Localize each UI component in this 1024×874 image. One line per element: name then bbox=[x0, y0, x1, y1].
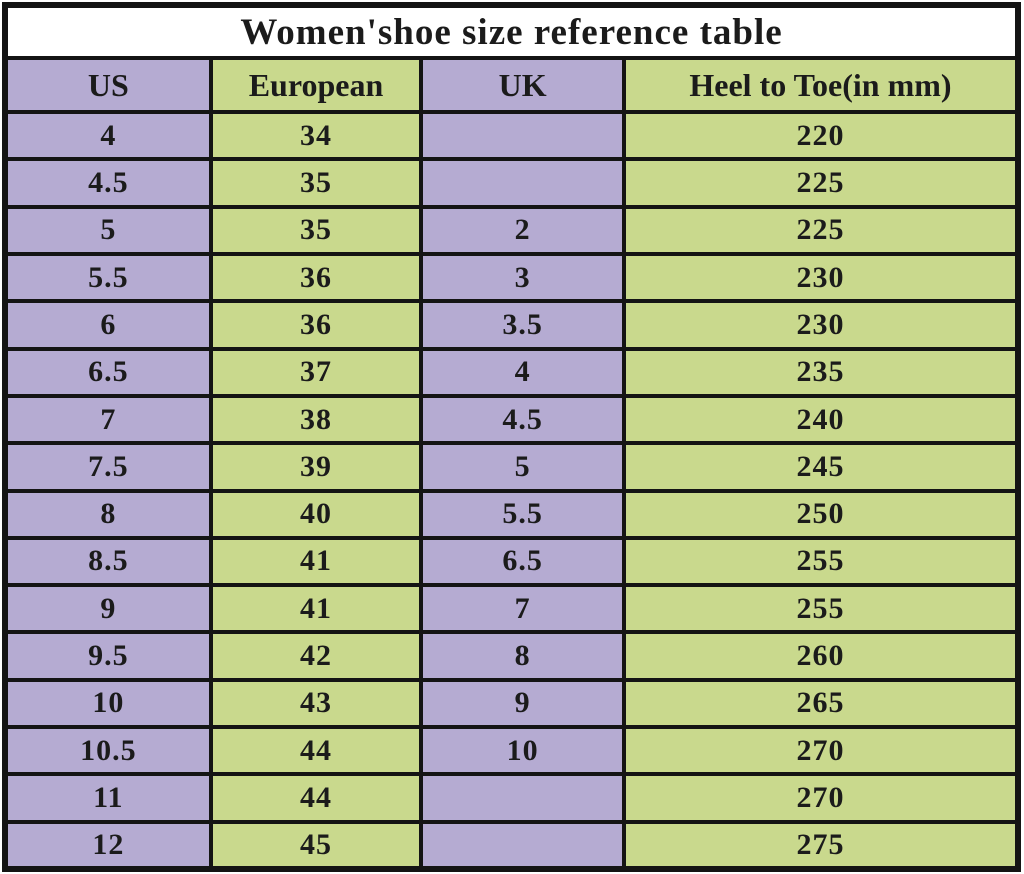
column-header-heel-to-toe-in-mm: Heel to Toe(in mm) bbox=[621, 56, 1021, 114]
table-cell: 255 bbox=[621, 535, 1021, 588]
table-cell: 42 bbox=[208, 630, 424, 682]
table-cell: 270 bbox=[621, 725, 1021, 777]
table-cell: 260 bbox=[621, 630, 1021, 682]
table-cell: 270 bbox=[621, 772, 1021, 824]
table-cell: 220 bbox=[621, 109, 1021, 162]
table-cell: 9 bbox=[419, 677, 626, 730]
table-cell: 40 bbox=[208, 488, 424, 540]
table-cell: 41 bbox=[208, 583, 424, 635]
table-cell: 10 bbox=[3, 677, 213, 730]
table-row: 11 44 270 bbox=[3, 772, 1021, 824]
table-cell: 230 bbox=[621, 299, 1021, 351]
table-row: 5.5 36 3 230 bbox=[3, 251, 1021, 304]
table-cell: 8 bbox=[3, 488, 213, 540]
table-row: 5 35 2 225 bbox=[3, 204, 1021, 256]
table-cell: 34 bbox=[208, 109, 424, 162]
column-header-uk: UK bbox=[419, 56, 626, 114]
table-cell: 36 bbox=[208, 299, 424, 351]
table-cell bbox=[419, 109, 626, 162]
table-cell: 39 bbox=[208, 441, 424, 493]
table-cell: 235 bbox=[621, 346, 1021, 398]
table-cell: 8.5 bbox=[3, 535, 213, 588]
table-cell: 225 bbox=[621, 204, 1021, 256]
table-cell: 45 bbox=[208, 819, 424, 872]
table-cell: 7.5 bbox=[3, 441, 213, 493]
column-header-european: European bbox=[208, 56, 424, 114]
table-cell: 5 bbox=[3, 204, 213, 256]
table-cell: 4.5 bbox=[419, 393, 626, 446]
table-row: 8 40 5.5 250 bbox=[3, 488, 1021, 540]
column-header-us: US bbox=[3, 56, 213, 114]
table-cell bbox=[419, 772, 626, 824]
table-row: 6.5 37 4 235 bbox=[3, 346, 1021, 398]
table-cell: 44 bbox=[208, 725, 424, 777]
table-cell: 3.5 bbox=[419, 299, 626, 351]
table-row: 4 34 220 bbox=[3, 109, 1021, 162]
table-row: 7 38 4.5 240 bbox=[3, 393, 1021, 446]
table-cell: 8 bbox=[419, 630, 626, 682]
table-cell: 5.5 bbox=[419, 488, 626, 540]
table-cell: 6 bbox=[3, 299, 213, 351]
table-cell: 37 bbox=[208, 346, 424, 398]
table-cell: 38 bbox=[208, 393, 424, 446]
table-cell: 245 bbox=[621, 441, 1021, 493]
table-title: Women'shoe size reference table bbox=[3, 3, 1020, 60]
table-cell: 3 bbox=[419, 251, 626, 304]
table-cell: 4.5 bbox=[3, 157, 213, 209]
table-cell bbox=[419, 157, 626, 209]
table-cell: 2 bbox=[419, 204, 626, 256]
table-cell: 44 bbox=[208, 772, 424, 824]
table-cell: 43 bbox=[208, 677, 424, 730]
table-cell: 9.5 bbox=[3, 630, 213, 682]
table-row: 7.5 39 5 245 bbox=[3, 441, 1021, 493]
header-row: US European UK Heel to Toe(in mm) bbox=[3, 56, 1021, 114]
table-cell: 12 bbox=[3, 819, 213, 872]
table-cell: 10 bbox=[419, 725, 626, 777]
table-cell: 275 bbox=[621, 819, 1021, 872]
table-row: 9 41 7 255 bbox=[3, 583, 1021, 635]
table-cell: 265 bbox=[621, 677, 1021, 730]
table-cell: 5.5 bbox=[3, 251, 213, 304]
table-cell: 230 bbox=[621, 251, 1021, 304]
table-cell bbox=[419, 819, 626, 872]
table-row: 12 45 275 bbox=[3, 819, 1021, 872]
table-cell: 7 bbox=[419, 583, 626, 635]
table-cell: 4 bbox=[419, 346, 626, 398]
table-cell: 250 bbox=[621, 488, 1021, 540]
table-cell: 35 bbox=[208, 157, 424, 209]
table-cell: 9 bbox=[3, 583, 213, 635]
table-cell: 36 bbox=[208, 251, 424, 304]
table-row: 6 36 3.5 230 bbox=[3, 299, 1021, 351]
table-cell: 7 bbox=[3, 393, 213, 446]
title-row: Women'shoe size reference table bbox=[3, 3, 1020, 60]
table-cell: 6.5 bbox=[419, 535, 626, 588]
table-cell: 41 bbox=[208, 535, 424, 588]
table-row: 10 43 9 265 bbox=[3, 677, 1021, 730]
table-cell: 11 bbox=[3, 772, 213, 824]
table-cell: 5 bbox=[419, 441, 626, 493]
table-row: 8.5 41 6.5 255 bbox=[3, 535, 1021, 588]
table-cell: 35 bbox=[208, 204, 424, 256]
table-cell: 225 bbox=[621, 157, 1021, 209]
table-cell: 6.5 bbox=[3, 346, 213, 398]
table-row: 10.5 44 10 270 bbox=[3, 725, 1021, 777]
table-body: 4 34 220 4.5 35 225 5 35 2 225 5.5 36 3 230 6 36 3.5 230 6… bbox=[3, 109, 1021, 872]
table-cell: 255 bbox=[621, 583, 1021, 635]
table-cell: 240 bbox=[621, 393, 1021, 446]
table-row: 9.5 42 8 260 bbox=[3, 630, 1021, 682]
table-cell: 10.5 bbox=[3, 725, 213, 777]
table-row: 4.5 35 225 bbox=[3, 157, 1021, 209]
table-cell: 4 bbox=[3, 109, 213, 162]
